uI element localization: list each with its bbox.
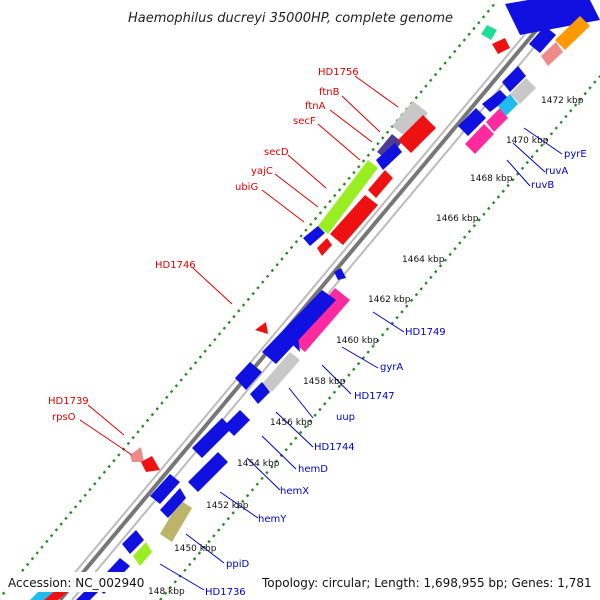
gene-feature (334, 268, 346, 280)
gene-label: HD1747 (354, 391, 395, 402)
gene-label: ppiD (226, 559, 249, 570)
gene-feature (150, 474, 180, 504)
gene-feature (330, 195, 378, 245)
gene-label: hemD (298, 464, 328, 475)
gene-feature (250, 382, 270, 404)
accession-text: Accession: NC_002940 (8, 576, 144, 590)
gene-label: HD1746 (155, 260, 196, 271)
gene-feature (303, 226, 325, 246)
gene-feature (368, 170, 393, 198)
tick-label: 1452 kbp (206, 501, 249, 511)
tick-label: 1456 kbp (270, 418, 313, 428)
tick-label: 1450 kbp (174, 544, 217, 554)
genome-backbone-outer (51, 0, 555, 600)
gene-label: HD1744 (314, 442, 355, 453)
gene-feature (377, 134, 402, 160)
gene-feature (465, 124, 494, 154)
gene-label: HD1756 (318, 67, 359, 78)
tick-label: 1466 kbp (436, 214, 479, 224)
gene-feature (133, 542, 152, 566)
gene-feature (290, 288, 350, 352)
gene-feature (510, 78, 536, 104)
gene-feature (44, 590, 70, 600)
gene-label: pyrE (564, 149, 587, 160)
gene-label: ftnB (319, 87, 340, 98)
gene-label: secD (264, 147, 289, 158)
inner-tick-ring (159, 75, 600, 600)
gene-feature (492, 38, 510, 54)
gene-feature (160, 488, 186, 518)
gene-label: gyrA (380, 362, 403, 373)
reverse-genes (30, 0, 600, 600)
gene-feature (235, 362, 262, 390)
outer-tick-ring (0, 1, 497, 600)
gene-label: secF (293, 116, 316, 127)
gene-feature (392, 101, 428, 138)
reverse-leaders (159, 127, 563, 591)
tick-label: 1458 kbp (303, 377, 346, 387)
gene-feature (502, 66, 526, 92)
tick-label: 148 kbp (148, 587, 185, 597)
gene-label: HD1739 (48, 396, 89, 407)
gene-feature (505, 0, 600, 35)
gene-feature (160, 500, 192, 542)
gene-feature (141, 456, 160, 472)
gene-feature (188, 452, 228, 492)
gene-label: uup (336, 412, 355, 423)
tick-label: 1472 kbp (541, 96, 584, 106)
gene-feature (555, 16, 590, 50)
gene-feature (317, 238, 332, 256)
gene-feature (486, 108, 508, 132)
gene-label: ftnA (305, 101, 326, 112)
gene-label: hemX (280, 486, 309, 497)
tick-label: 1454 kbp (237, 459, 280, 469)
genome-backbone (58, 0, 565, 600)
gene-label: hemY (258, 514, 287, 525)
tick-label: 1462 kbp (368, 295, 411, 305)
gene-label: HD1736 (205, 587, 246, 598)
gene-feature (76, 590, 100, 600)
genome-summary: Topology: circular; Length: 1,698,955 bp… (261, 576, 592, 590)
accession-backdrop (4, 572, 149, 592)
gene-feature (541, 42, 563, 66)
gene-label: yajC (251, 166, 273, 177)
gene-feature (130, 447, 144, 462)
gene-feature (262, 290, 336, 364)
tick-label: 1460 kbp (336, 336, 379, 346)
gene-feature (529, 26, 556, 53)
gene-label: rpsO (52, 412, 76, 423)
tick-label: 1468 kbp (470, 174, 513, 184)
gene-label: ubiG (235, 182, 258, 193)
gene-feature (262, 352, 300, 392)
gene-feature (30, 590, 58, 600)
map-title: Haemophilus ducreyi 35000HP, complete ge… (128, 11, 453, 26)
gene-feature (398, 115, 436, 153)
gene-feature (498, 94, 518, 116)
gene-feature (318, 160, 378, 234)
gene-feature (458, 108, 486, 136)
gene-feature (122, 530, 144, 554)
gene-feature (481, 25, 497, 40)
gene-feature (482, 90, 508, 112)
forward-leaders (79, 75, 399, 456)
tick-label: 1470 kbp (506, 136, 549, 146)
gene-label: HD1749 (405, 327, 446, 338)
gene-label: ruvA (545, 166, 568, 177)
gene-label: ruvB (531, 180, 554, 191)
tick-label: 1464 kbp (402, 255, 445, 265)
gene-feature (376, 143, 402, 170)
gene-feature (255, 322, 268, 334)
gene-feature (192, 418, 232, 458)
